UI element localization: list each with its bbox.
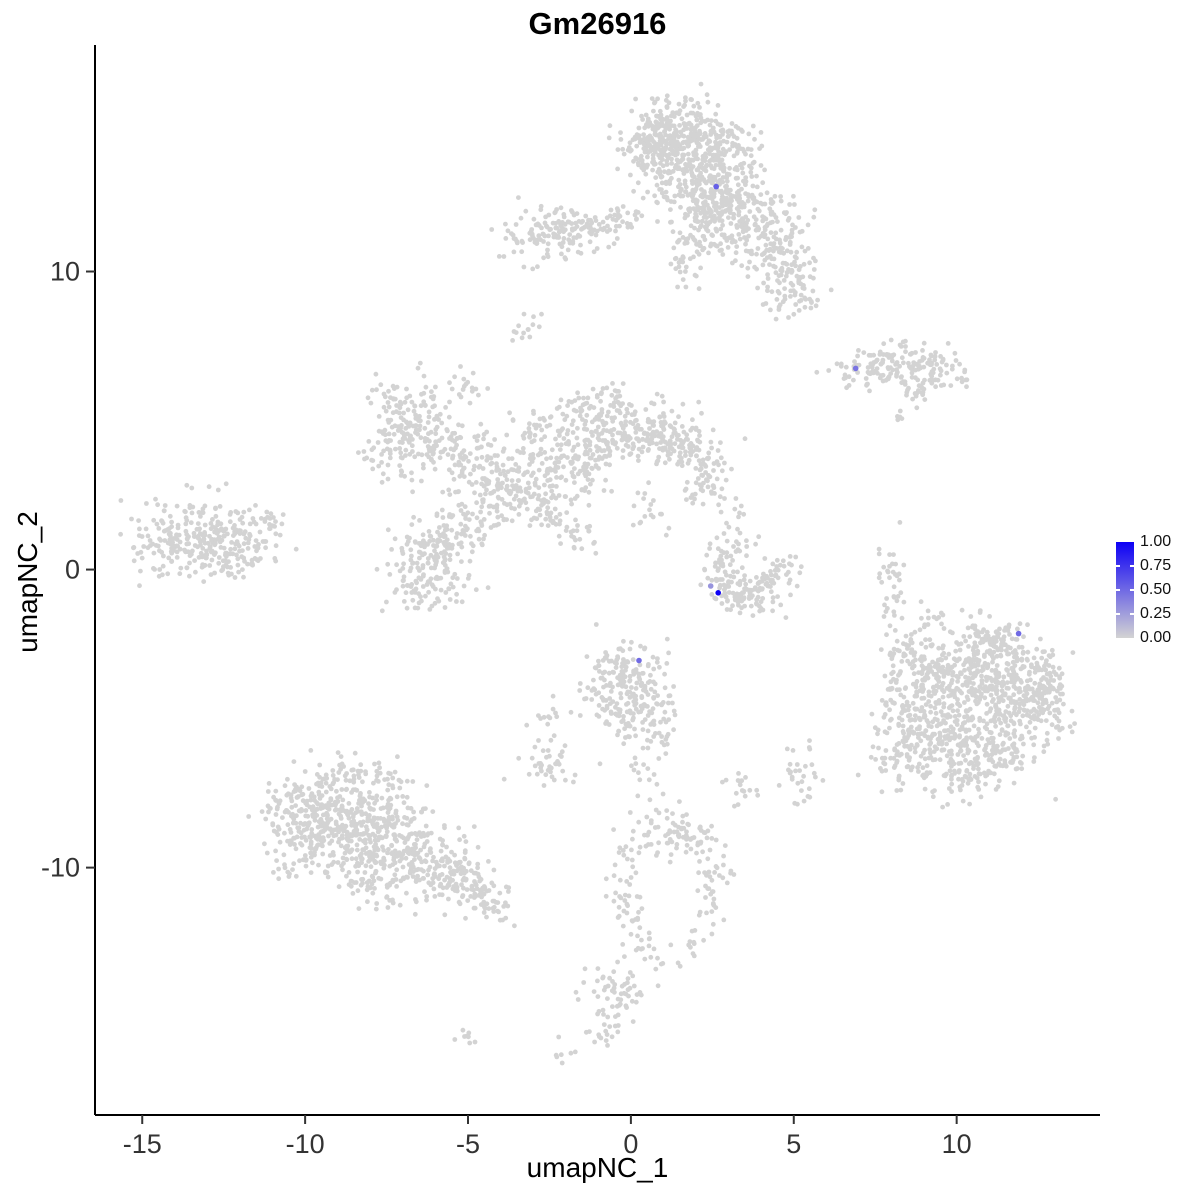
chart-title: Gm26916 <box>528 6 667 41</box>
legend-labels: 1.00 0.75 0.50 0.25 0.00 <box>1140 534 1200 646</box>
legend-tick-mark <box>1130 565 1134 567</box>
legend-tick-mark <box>1130 589 1134 591</box>
x-axis-label: umapNC_1 <box>526 1152 669 1183</box>
legend-tick-label: 0.75 <box>1140 557 1172 574</box>
legend-tick-label: 1.00 <box>1140 533 1172 550</box>
legend-tick-mark <box>1116 613 1120 615</box>
legend-tick-mark <box>1116 565 1120 567</box>
legend: 1.00 0.75 0.50 0.25 0.00 <box>1114 534 1200 650</box>
legend-tick-mark <box>1130 613 1134 615</box>
y-axis-label: umapNC_2 <box>12 511 43 653</box>
expressing-layer <box>636 183 1022 664</box>
legend-tick-mark <box>1116 589 1120 591</box>
legend-tick-label: 0.25 <box>1140 605 1172 622</box>
legend-tick-label: 0.00 <box>1140 629 1172 646</box>
legend-tick-label: 0.50 <box>1140 581 1172 598</box>
legend-gradient-bar <box>1116 542 1134 638</box>
points-layer <box>118 81 1077 1066</box>
